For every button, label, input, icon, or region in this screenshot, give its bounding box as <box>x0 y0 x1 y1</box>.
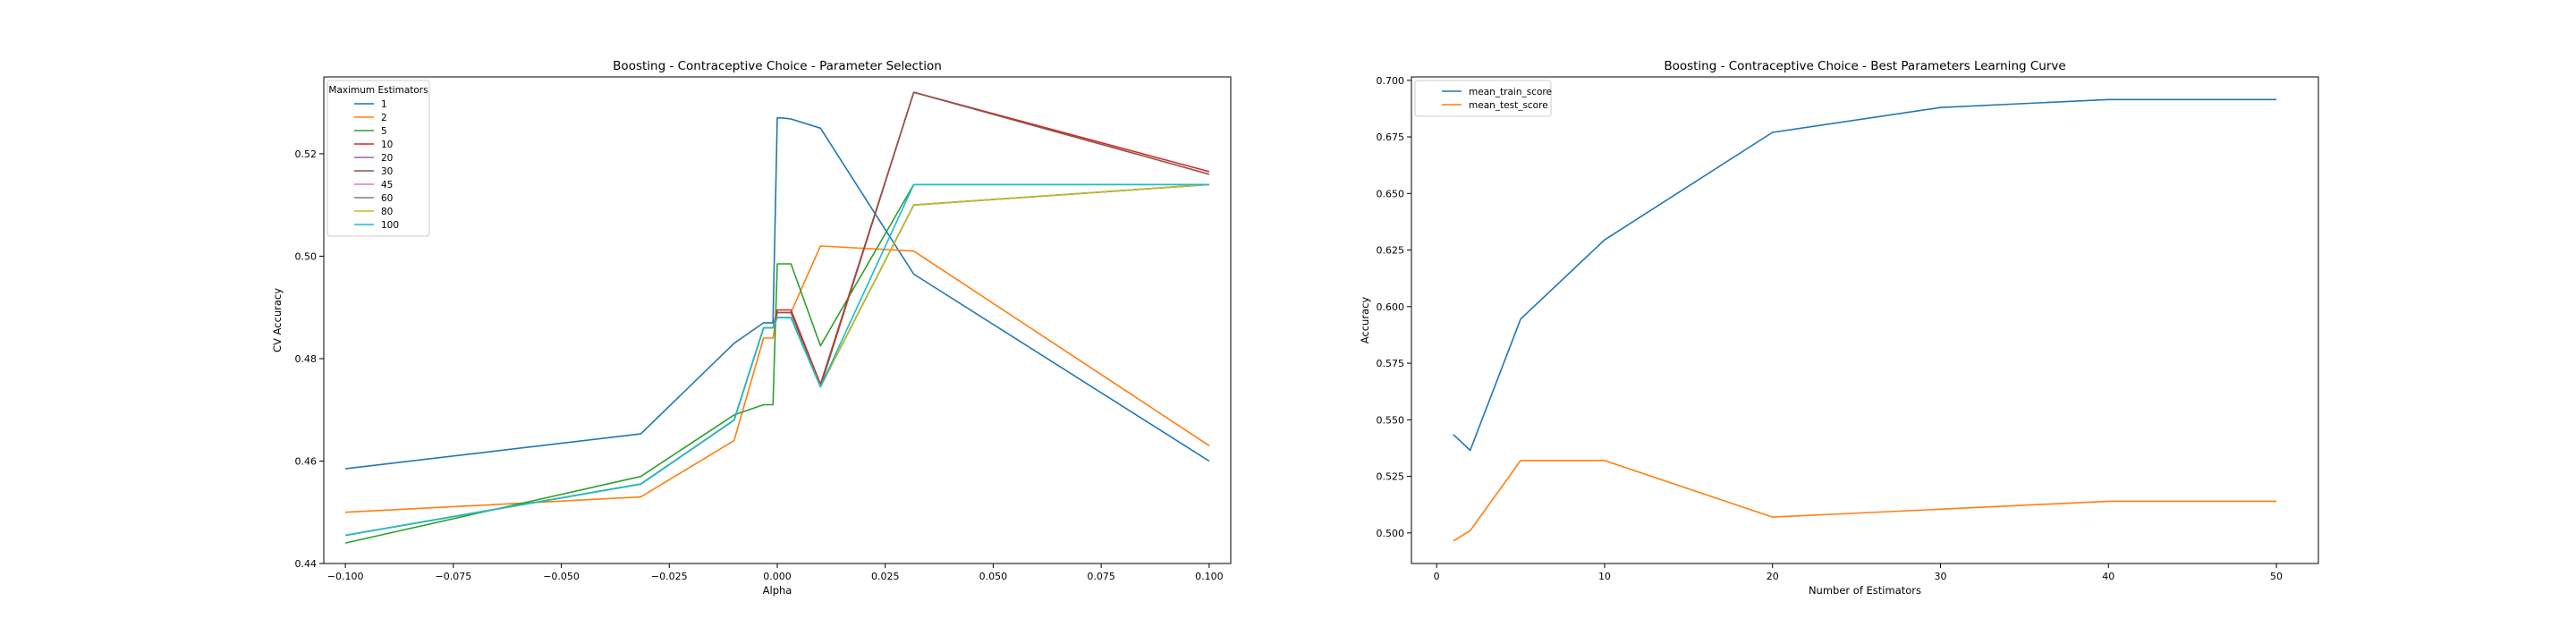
series-line-1 <box>345 117 1210 470</box>
plot-frame <box>1411 76 2319 564</box>
y-tick-label: 0.48 <box>295 353 318 365</box>
legend-entry: 20 <box>381 153 393 164</box>
y-tick-label: 0.52 <box>295 148 318 160</box>
x-axis-label: Number of Estimators <box>1809 584 1921 597</box>
x-tick-label: 0.025 <box>871 571 900 582</box>
x-tick-label: 20 <box>1767 571 1779 582</box>
x-tick-label: 10 <box>1598 571 1611 582</box>
x-tick-label: −0.075 <box>435 571 471 582</box>
legend-entry: 30 <box>381 166 393 177</box>
legend-title: Maximum Estimators <box>328 85 428 96</box>
x-tick-label: 0.100 <box>1195 571 1224 582</box>
legend-box <box>1414 80 1552 117</box>
legend-entry: mean_train_score <box>1469 87 1552 97</box>
x-tick-label: −0.100 <box>327 571 364 582</box>
chart-title: Boosting - Contraceptive Choice - Parame… <box>613 59 942 73</box>
legend-entry: 80 <box>381 207 393 217</box>
legend-entry: 5 <box>381 126 387 137</box>
y-tick-label: 0.575 <box>1377 358 1405 369</box>
y-tick-label: 0.625 <box>1377 245 1405 257</box>
y-tick-label: 0.50 <box>295 250 318 262</box>
legend-entry: 2 <box>381 113 387 123</box>
chart-title: Boosting - Contraceptive Choice - Best P… <box>1664 59 2065 73</box>
legend-entry: 10 <box>381 140 393 150</box>
x-tick-label: 40 <box>2102 571 2114 582</box>
series-line-30 <box>344 91 1210 537</box>
y-tick-label: 0.46 <box>295 455 318 467</box>
x-tick-label: −0.050 <box>543 571 580 582</box>
y-axis-label: CV Accuracy <box>271 288 284 352</box>
x-tick-label: 30 <box>1935 571 1947 582</box>
legend-entry: mean_test_score <box>1469 100 1548 111</box>
series-line-100 <box>344 183 1209 537</box>
y-tick-label: 0.675 <box>1377 131 1405 143</box>
legend: mean_train_score mean_test_score <box>1414 80 1552 117</box>
legend-entry: 60 <box>381 193 393 204</box>
legend-box <box>326 80 430 237</box>
y-tick-label: 0.650 <box>1377 188 1405 199</box>
plot-frame <box>323 76 1232 564</box>
x-tick-label: 0.050 <box>979 571 1008 582</box>
y-tick-label: 0.700 <box>1377 75 1405 87</box>
x-tick-label: −0.025 <box>651 571 688 582</box>
x-tick-label: 50 <box>2270 571 2283 582</box>
y-tick-label: 0.550 <box>1377 414 1405 426</box>
chart-1: Boosting - Contraceptive Choice - Parame… <box>271 59 1232 597</box>
chart-2: Boosting - Contraceptive Choice - Best P… <box>1359 59 2319 597</box>
legend-entry: 1 <box>381 99 387 110</box>
x-axis-label: Alpha <box>763 584 792 597</box>
series-line-mean-train-score <box>1453 98 2277 452</box>
x-tick-label: 0.075 <box>1087 571 1115 582</box>
y-tick-label: 0.44 <box>295 558 318 570</box>
series-line-5 <box>344 183 1209 544</box>
x-tick-label: 0.000 <box>763 571 792 582</box>
y-tick-label: 0.500 <box>1377 528 1405 539</box>
legend-entry: 45 <box>381 180 393 191</box>
x-tick-label: 0 <box>1434 571 1440 582</box>
y-tick-label: 0.600 <box>1377 301 1405 313</box>
legend-entry: 100 <box>381 220 399 231</box>
series-line-mean-test-score <box>1453 460 2277 542</box>
legend: Maximum Estimators 1 2 5 10 20 30 45 60 80 100 <box>326 80 430 237</box>
y-axis-label: Accuracy <box>1359 297 1371 344</box>
y-tick-label: 0.525 <box>1377 471 1405 483</box>
